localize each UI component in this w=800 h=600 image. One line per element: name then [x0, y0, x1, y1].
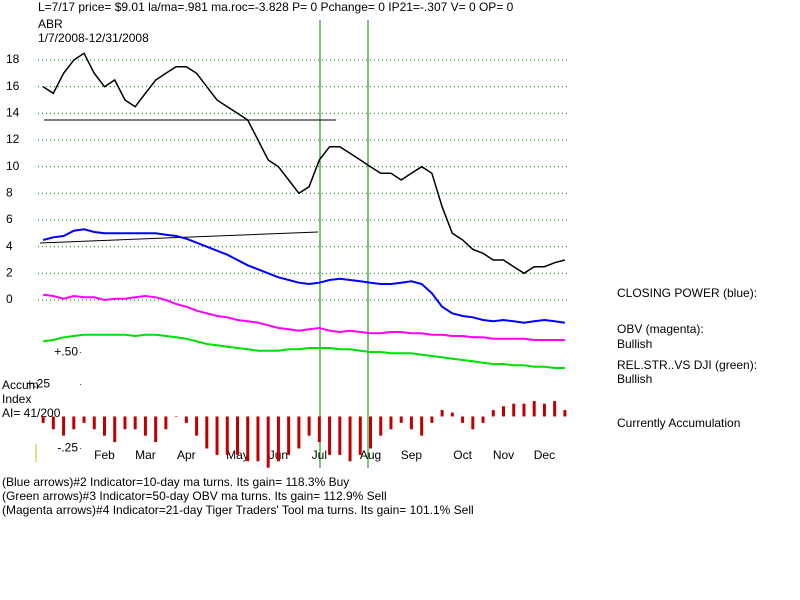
x-tick-label: Jul — [312, 448, 327, 462]
y2-tick-label: +.50 — [54, 345, 78, 359]
x-tick-label: Oct — [453, 448, 472, 462]
left-label: AI= 41/200 — [2, 406, 61, 420]
accum-bar — [430, 416, 434, 423]
accum-bar — [297, 416, 301, 449]
accum-bar — [287, 416, 291, 455]
y-tick-label: 0 — [6, 292, 13, 306]
accum-bar — [62, 416, 66, 436]
accum-bar — [276, 416, 280, 462]
accum-bar — [41, 416, 45, 423]
y-tick-label: 12 — [6, 132, 20, 146]
accum-bar — [266, 416, 270, 468]
accum-bar — [450, 412, 454, 417]
accum-bar — [82, 416, 86, 423]
accum-bar — [348, 416, 352, 462]
left-label: Index — [2, 392, 31, 406]
right-label: OBV (magenta): — [617, 322, 704, 336]
accum-bar — [512, 403, 516, 417]
accum-bar — [461, 416, 465, 423]
accum-bar — [542, 403, 546, 417]
accum-bar — [236, 416, 239, 455]
accum-bar — [205, 416, 209, 449]
x-tick-label: Apr — [177, 448, 196, 462]
y-tick-label: 4 — [6, 239, 13, 253]
accum-bar — [471, 416, 475, 430]
y-tick-label: 14 — [6, 106, 20, 120]
accum-bar — [215, 416, 219, 455]
accum-bar — [491, 410, 495, 417]
y-tick-label: 10 — [6, 159, 20, 173]
accum-bar — [143, 416, 147, 436]
right-label: Bullish — [617, 372, 652, 386]
header-line: L=7/17 price= $9.01 la/ma=.981 ma.roc=-3… — [38, 0, 514, 14]
accum-bar — [328, 416, 332, 455]
left-label: Accum — [2, 378, 39, 392]
x-tick-label: Dec — [534, 448, 555, 462]
accum-bar — [103, 416, 106, 436]
series-line — [42, 52, 566, 275]
y-tick-label: 16 — [6, 79, 20, 93]
y2-tick-label: +.25 — [26, 377, 50, 391]
right-label: Currently Accumulation — [617, 416, 740, 430]
accum-bar — [532, 401, 536, 417]
accum-bar — [195, 416, 199, 436]
y-tick-label: 18 — [6, 52, 20, 66]
x-tick-label: Mar — [135, 448, 156, 462]
x-tick-label: Nov — [493, 448, 514, 462]
accum-bar — [123, 416, 127, 430]
accum-bar — [502, 406, 505, 417]
right-label: CLOSING POWER (blue): — [617, 286, 757, 300]
accum-bar — [184, 416, 188, 423]
accum-bar — [389, 416, 393, 430]
accum-bar — [358, 416, 362, 455]
series-line — [42, 293, 565, 341]
accum-bar — [51, 416, 55, 430]
accum-bar — [246, 416, 250, 462]
accum-bar — [369, 416, 372, 449]
accum-bar — [307, 416, 311, 436]
accum-bar — [72, 416, 76, 430]
accum-bar — [522, 403, 526, 417]
accum-bar — [113, 416, 117, 443]
x-tick-label: Aug — [360, 448, 381, 462]
accum-bar — [164, 416, 168, 430]
x-tick-label: Feb — [94, 448, 115, 462]
right-label: Bullish — [617, 337, 652, 351]
accum-bar — [317, 416, 321, 443]
x-tick-label: Sep — [401, 448, 423, 462]
accum-bar — [338, 416, 342, 455]
accum-bar — [92, 416, 96, 430]
accum-bar — [553, 401, 557, 417]
date-range: 1/7/2008-12/31/2008 — [38, 31, 149, 45]
accum-bar — [420, 416, 424, 436]
right-label: REL.STR..VS DJI (green): — [617, 358, 757, 372]
y-tick-label: 2 — [6, 266, 13, 280]
footer-line: (Magenta arrows)#4 Indicator=21-day Tige… — [2, 503, 474, 517]
footer-line: (Green arrows)#3 Indicator=50-day OBV ma… — [2, 489, 387, 503]
accum-bar — [409, 416, 413, 430]
accum-bar — [481, 416, 485, 423]
accum-bar — [563, 410, 567, 417]
accum-bar — [174, 416, 178, 417]
accum-bar — [440, 410, 444, 417]
series-line — [42, 333, 565, 369]
y-tick-label: 6 — [6, 212, 13, 226]
accum-bar — [154, 416, 158, 443]
accum-bar — [133, 416, 137, 430]
accum-bar — [225, 416, 229, 455]
accum-bar — [399, 416, 403, 423]
y2-tick-label: -.25 — [57, 441, 78, 455]
accum-bar — [256, 416, 260, 462]
y-tick-label: 8 — [6, 186, 13, 200]
x-tick-label: May — [226, 448, 249, 462]
footer-line: (Blue arrows)#2 Indicator=10-day ma turn… — [2, 475, 349, 489]
series-line — [42, 228, 566, 324]
symbol: ABR — [38, 17, 63, 31]
accum-bar — [379, 416, 383, 436]
